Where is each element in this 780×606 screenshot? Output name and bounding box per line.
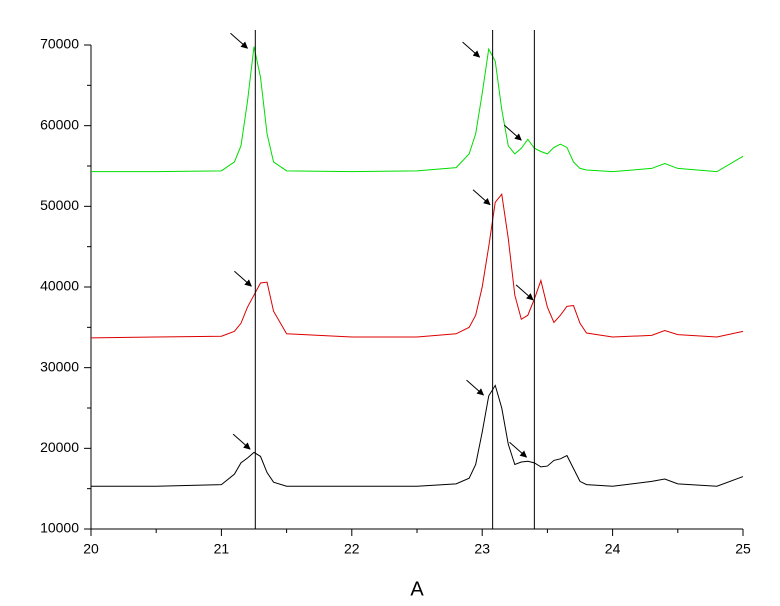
- x-tick-label: 21: [214, 541, 230, 557]
- y-tick-label: 70000: [40, 36, 79, 52]
- series-line: [91, 384, 744, 487]
- annotation-arrow: [230, 32, 249, 49]
- x-tick-label: 24: [605, 541, 621, 557]
- annotation-arrow: [232, 433, 251, 450]
- x-tick-label: 20: [83, 541, 99, 557]
- x-tick-label: 22: [344, 541, 360, 557]
- y-tick-label: 50000: [40, 197, 79, 213]
- annotation-arrow: [234, 270, 252, 287]
- annotation-arrow: [462, 41, 481, 58]
- annotation-arrow: [515, 284, 534, 301]
- y-tick-label: 20000: [40, 439, 79, 455]
- annotation-arrow: [509, 441, 528, 458]
- y-tick-label: 40000: [40, 278, 79, 294]
- annotation-arrow: [503, 124, 522, 141]
- y-tick-label: 10000: [40, 520, 79, 536]
- x-axis-label: A: [410, 578, 424, 600]
- annotation-arrow: [472, 189, 491, 206]
- x-tick-label: 23: [474, 541, 490, 557]
- x-tick-label: 25: [735, 541, 751, 557]
- y-tick-label: 30000: [40, 358, 79, 374]
- series-line: [90, 193, 744, 339]
- y-tick-label: 60000: [40, 116, 79, 132]
- series-line: [91, 46, 744, 173]
- annotation-arrow: [466, 379, 485, 396]
